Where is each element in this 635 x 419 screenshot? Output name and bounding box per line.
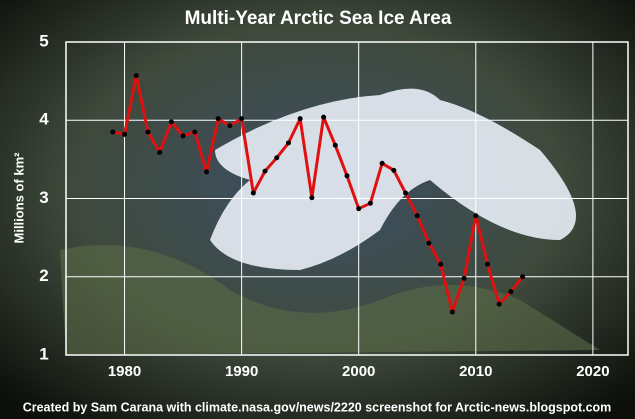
data-point xyxy=(309,195,315,201)
source-note: Created by Sam Carana with climate.nasa.… xyxy=(23,400,612,414)
data-point xyxy=(110,129,116,135)
y-tick-label: 2 xyxy=(39,266,48,285)
data-point xyxy=(321,114,327,120)
data-point xyxy=(367,200,373,206)
data-point xyxy=(508,289,514,295)
data-point xyxy=(461,275,467,281)
data-point xyxy=(332,142,338,148)
data-point xyxy=(403,190,409,196)
y-tick-label: 5 xyxy=(39,31,48,50)
data-point xyxy=(145,129,151,135)
y-tick-label: 1 xyxy=(39,344,48,363)
data-point xyxy=(192,129,198,135)
data-point xyxy=(227,123,233,129)
data-point xyxy=(133,73,139,79)
data-point xyxy=(485,261,490,267)
data-point xyxy=(180,133,186,139)
data-point xyxy=(438,261,444,267)
data-point xyxy=(496,301,502,307)
x-tick-label: 1980 xyxy=(108,363,141,380)
data-point xyxy=(449,309,455,315)
data-point xyxy=(344,173,350,179)
data-point xyxy=(122,131,128,137)
x-tick-label: 2000 xyxy=(342,363,375,380)
data-point xyxy=(391,167,397,173)
x-tick-label: 1990 xyxy=(225,363,258,380)
data-point xyxy=(414,213,420,219)
x-tick-label: 2010 xyxy=(459,363,492,380)
data-point xyxy=(157,149,163,155)
data-point xyxy=(262,168,268,174)
data-point xyxy=(520,274,526,280)
chart-title: Multi-Year Arctic Sea Ice Area xyxy=(185,8,452,29)
data-point xyxy=(274,155,280,161)
data-point xyxy=(356,206,362,212)
data-point xyxy=(297,116,303,122)
data-point xyxy=(215,116,221,122)
data-point xyxy=(285,140,291,146)
data-point xyxy=(250,190,256,196)
data-point xyxy=(168,119,174,125)
data-point xyxy=(239,116,245,122)
x-tick-label: 2020 xyxy=(576,363,609,380)
land-shape xyxy=(60,245,600,355)
data-point xyxy=(379,160,385,166)
y-axis-label: Millions of km² xyxy=(11,152,26,244)
data-point xyxy=(426,240,432,246)
y-tick-label: 3 xyxy=(39,188,48,207)
y-tick-label: 4 xyxy=(39,110,49,129)
data-point xyxy=(473,213,479,219)
data-point xyxy=(204,169,209,175)
data-line xyxy=(112,74,524,314)
